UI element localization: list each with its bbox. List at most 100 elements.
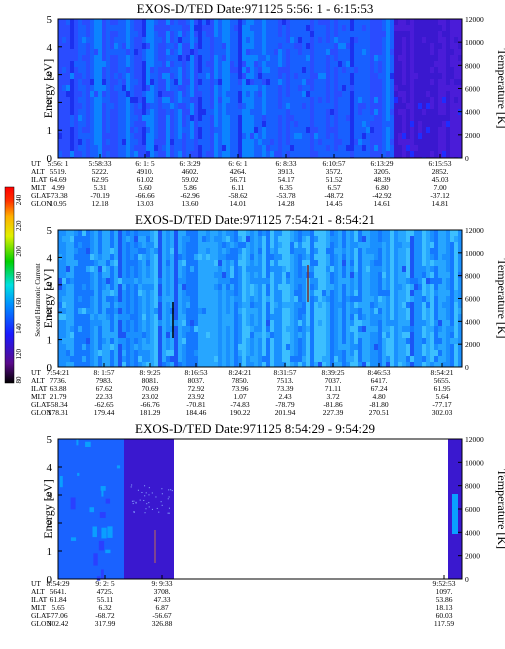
heatmap-cell xyxy=(162,79,166,85)
heatmap-cell xyxy=(234,260,238,266)
heatmap-cell xyxy=(58,326,62,332)
heatmap-cell xyxy=(134,290,138,296)
heatmap-cell xyxy=(102,290,106,296)
heatmap-cell xyxy=(242,109,246,115)
heatmap-cell xyxy=(366,73,370,79)
heatmap-cell xyxy=(158,121,162,127)
heatmap-cell xyxy=(258,272,262,278)
heatmap-cell xyxy=(138,302,142,308)
heatmap-cell xyxy=(458,308,462,314)
heatmap-cell xyxy=(186,302,190,308)
heatmap-cell xyxy=(114,127,118,133)
heatmap-cell xyxy=(406,302,410,308)
heatmap-cell xyxy=(390,254,394,260)
heatmap-cell xyxy=(366,236,370,242)
heatmap-cell xyxy=(142,344,146,350)
heatmap-cell xyxy=(362,97,366,103)
heatmap-cell xyxy=(330,290,334,296)
heatmap-cell xyxy=(406,314,410,320)
heatmap-cell xyxy=(350,73,354,79)
heatmap-cell xyxy=(154,260,158,266)
heatmap-cell xyxy=(322,127,326,133)
heatmap-cell xyxy=(438,230,442,236)
heatmap-cell xyxy=(306,326,310,332)
heatmap-cell xyxy=(286,296,290,302)
heatmap-cell xyxy=(430,266,434,272)
heatmap-cell xyxy=(138,260,142,266)
table-cell: 8:39:25 xyxy=(322,368,345,377)
heatmap-cell xyxy=(194,121,198,127)
heatmap-cell xyxy=(98,332,102,338)
heatmap-cell xyxy=(106,103,110,109)
heatmap-cell xyxy=(222,230,226,236)
heatmap-speck xyxy=(170,489,172,491)
heatmap-cell xyxy=(106,121,110,127)
heatmap-cell xyxy=(402,145,406,151)
heatmap-cell xyxy=(138,127,142,133)
heatmap-cell xyxy=(206,236,210,242)
heatmap-cell xyxy=(386,296,390,302)
heatmap-cell xyxy=(362,133,366,139)
heatmap-cell xyxy=(242,25,246,31)
heatmap-cell xyxy=(218,151,222,157)
heatmap-cell xyxy=(438,314,442,320)
heatmap-cell xyxy=(446,260,450,266)
heatmap-cell xyxy=(402,49,406,55)
heatmap-cell xyxy=(146,248,150,254)
heatmap-cell xyxy=(290,43,294,49)
heatmap-cell xyxy=(78,109,82,115)
heatmap-cell xyxy=(438,320,442,326)
heatmap-cell xyxy=(398,115,402,121)
heatmap-cell xyxy=(370,266,374,272)
heatmap-cell xyxy=(414,109,418,115)
heatmap-cell xyxy=(302,145,306,151)
heatmap-cell xyxy=(134,19,138,25)
heatmap-cell xyxy=(94,344,98,350)
heatmap-cell xyxy=(126,49,130,55)
heatmap-cell xyxy=(414,308,418,314)
heatmap-cell xyxy=(126,344,130,350)
table-cell: -81.86 xyxy=(323,400,343,409)
heatmap-cell xyxy=(338,79,342,85)
heatmap-cell xyxy=(94,67,98,73)
heatmap-cell xyxy=(366,296,370,302)
heatmap-cell xyxy=(62,19,66,25)
heatmap-cell xyxy=(386,55,390,61)
heatmap-cell xyxy=(234,356,238,362)
heatmap-cell xyxy=(110,320,114,326)
heatmap-cell xyxy=(382,139,386,145)
heatmap-cell xyxy=(346,109,350,115)
heatmap-cell xyxy=(142,61,146,67)
heatmap-cell xyxy=(378,350,382,356)
heatmap-cell xyxy=(146,260,150,266)
heatmap-cell xyxy=(154,103,158,109)
heatmap-cell xyxy=(194,272,198,278)
heatmap-cell xyxy=(258,49,262,55)
heatmap-cell xyxy=(170,145,174,151)
heatmap-cell xyxy=(246,266,250,272)
heatmap-cell xyxy=(446,115,450,121)
table-cell: 6.35 xyxy=(279,183,292,192)
heatmap-cell xyxy=(390,338,394,344)
heatmap-cell xyxy=(70,278,74,284)
heatmap-cell xyxy=(178,248,182,254)
heatmap-cell xyxy=(346,97,350,103)
heatmap-cell xyxy=(106,115,110,121)
heatmap-cell xyxy=(126,326,130,332)
heatmap-cell xyxy=(362,320,366,326)
heatmap-cell xyxy=(318,290,322,296)
heatmap-cell xyxy=(126,85,130,91)
y-tick-label: 1 xyxy=(47,125,53,137)
heatmap-cell xyxy=(206,115,210,121)
heatmap-cell xyxy=(422,73,426,79)
heatmap-cell xyxy=(322,332,326,338)
heatmap-cell xyxy=(450,43,454,49)
heatmap-cell xyxy=(238,43,242,49)
heatmap-cell xyxy=(262,31,266,37)
heatmap-cell xyxy=(222,49,226,55)
heatmap-cell xyxy=(62,43,66,49)
heatmap-cell xyxy=(318,151,322,157)
heatmap-cell xyxy=(78,248,82,254)
heatmap-cell xyxy=(406,37,410,43)
heatmap-cell xyxy=(306,121,310,127)
